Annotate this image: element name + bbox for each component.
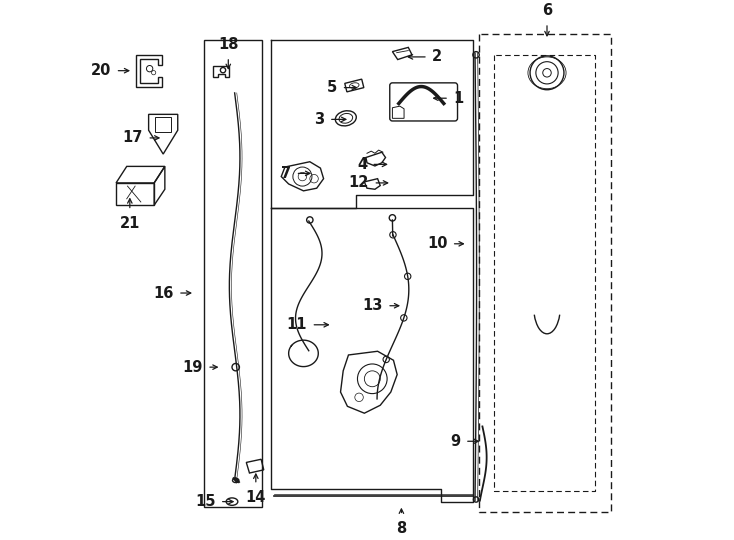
Circle shape [542,69,551,77]
Text: 14: 14 [246,490,266,505]
Text: 21: 21 [120,216,140,231]
Text: 20: 20 [91,63,112,78]
Text: 3: 3 [315,112,324,127]
Circle shape [404,273,411,280]
Text: 12: 12 [349,176,369,191]
Circle shape [401,315,407,321]
Text: 5: 5 [327,80,338,95]
Text: 7: 7 [281,166,291,181]
Bar [155,117,171,132]
Text: 11: 11 [287,318,307,332]
Text: 13: 13 [363,298,383,313]
Text: 17: 17 [123,131,143,145]
Text: 15: 15 [195,494,216,509]
Text: 16: 16 [153,286,174,301]
Circle shape [390,232,396,238]
Text: 4: 4 [357,157,367,172]
Bar [205,40,261,507]
Text: 1: 1 [454,91,464,106]
Text: 2: 2 [432,50,443,64]
Text: 19: 19 [183,360,203,375]
Text: 10: 10 [427,237,448,251]
Text: 9: 9 [451,434,461,449]
Text: 18: 18 [218,37,239,52]
Text: 8: 8 [396,521,407,536]
Circle shape [232,363,239,371]
Circle shape [383,356,390,363]
Text: 6: 6 [542,3,552,18]
